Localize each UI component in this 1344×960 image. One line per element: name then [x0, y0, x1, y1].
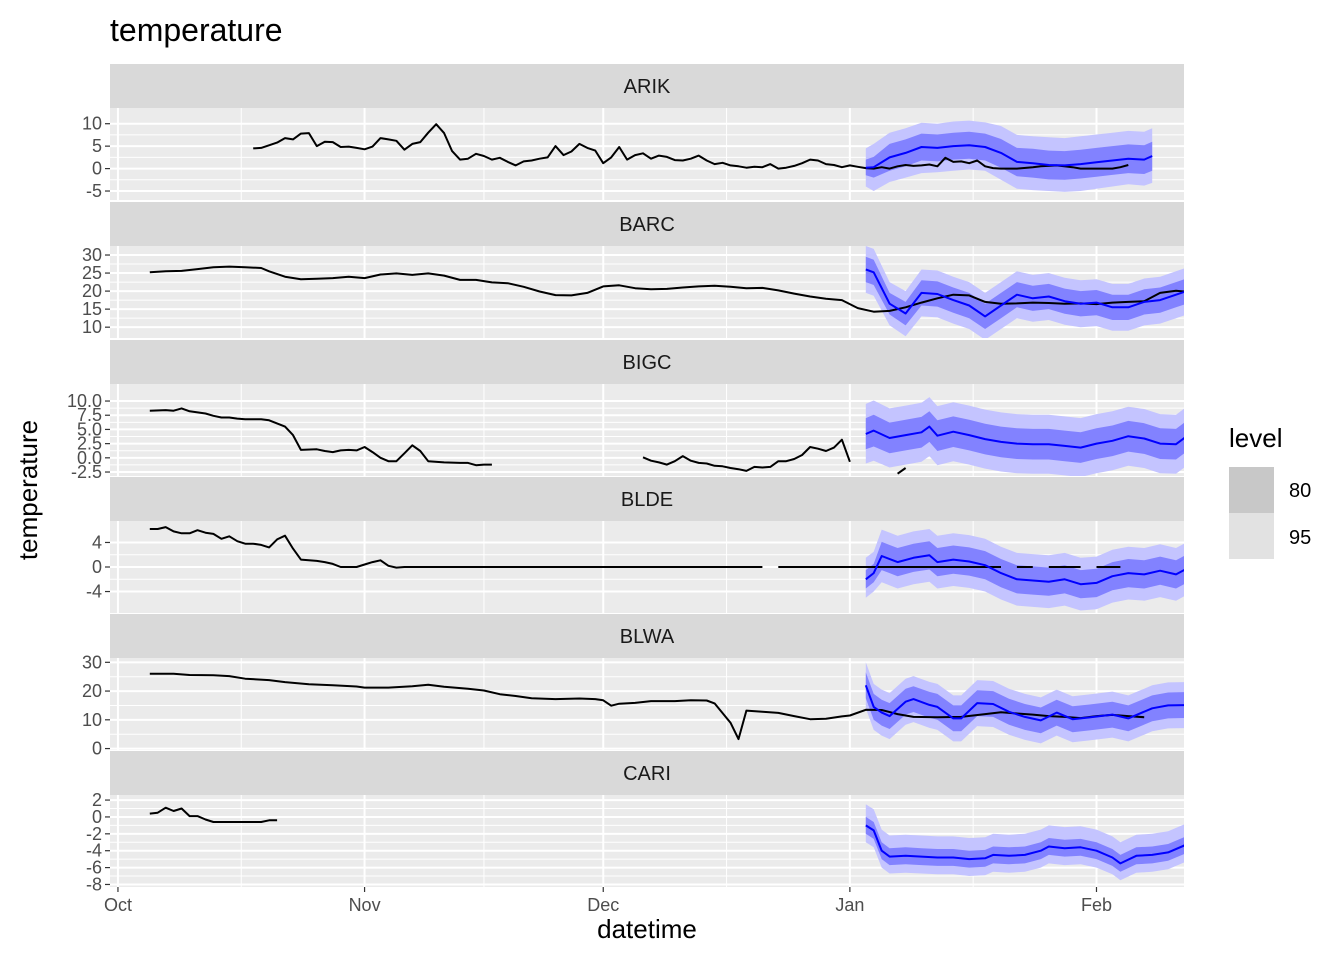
facet-cari: CARI 20-2-4-6-8 — [86, 751, 1184, 894]
y-tick-label: 10 — [82, 710, 102, 730]
y-tick-label: 0 — [92, 739, 102, 759]
y-tick-label: -6 — [86, 858, 102, 878]
x-tick-label: Jan — [835, 895, 864, 915]
legend-label-80: 80 — [1289, 480, 1311, 502]
y-tick-label: 20 — [82, 281, 102, 301]
y-tick-label: 4 — [92, 532, 102, 552]
facet-bigc: BIGC 10.07.55.02.50.0-2.5 — [67, 340, 1184, 482]
forecast-group — [149, 662, 1184, 744]
y-tick-label: 2.5 — [77, 434, 102, 454]
y-axis-title: temperature — [13, 420, 43, 560]
facet-strip-label: BIGC — [623, 352, 672, 374]
forecast-mean-line — [865, 268, 1184, 318]
y-tick-label: 10 — [82, 114, 102, 134]
forecast-band-80 — [865, 411, 1184, 463]
legend-key-95 — [1229, 513, 1274, 559]
forecast-group — [149, 526, 1184, 611]
observed-line — [149, 672, 1145, 741]
y-tick-label: 25 — [82, 263, 102, 283]
legend-label-95: 95 — [1289, 527, 1311, 549]
y-tick-label: 20 — [82, 681, 102, 701]
y-tick-label: 5 — [92, 136, 102, 156]
observed-line — [149, 806, 278, 823]
y-tick-label: -2 — [86, 824, 102, 844]
observed-line — [253, 123, 1129, 170]
y-tick-label: -4 — [86, 841, 102, 861]
facet-blwa: BLWA 30 20 10 0 — [82, 614, 1184, 759]
forecast-mean-line — [865, 824, 1184, 865]
forecast-mean-line — [864, 684, 1184, 722]
facet-strip-label: CARI — [623, 763, 671, 785]
facet-strip — [110, 477, 1184, 521]
y-tick-label: 30 — [82, 245, 102, 265]
legend-title: level — [1229, 423, 1282, 453]
observed-line — [897, 467, 907, 475]
x-axis-title: datetime — [597, 914, 697, 944]
x-axis: Oct Nov Dec Jan Feb — [104, 887, 1112, 915]
y-tick-label: 10 — [82, 317, 102, 337]
y-tick-label: 0 — [92, 807, 102, 827]
y-tick-label: 10.0 — [67, 391, 102, 411]
forecast-mean-line — [865, 554, 1184, 586]
y-tick-label: 0.0 — [77, 448, 102, 468]
legend: level 80 95 — [1229, 423, 1311, 559]
observed-line — [149, 526, 763, 569]
observed-line — [642, 438, 851, 472]
forecast-band-80 — [865, 256, 1184, 329]
facet-strip-label: BARC — [619, 214, 675, 236]
facet-strip-label: ARIK — [624, 76, 671, 98]
x-tick-label: Dec — [587, 895, 619, 915]
y-tick-label: 30 — [82, 652, 102, 672]
facet-strip — [110, 64, 1184, 108]
forecast-group — [149, 397, 1184, 476]
observed-line — [149, 265, 1184, 313]
x-tick-label: Nov — [349, 895, 381, 915]
facet-strip — [110, 202, 1184, 246]
y-tick-label: 15 — [82, 299, 102, 319]
facet-strip-label: BLWA — [620, 626, 675, 648]
forecast-mean-line — [865, 144, 1153, 169]
forecast-band-80 — [865, 541, 1184, 599]
y-tick-label: -5 — [86, 181, 102, 201]
forecast-mean-line — [865, 425, 1184, 449]
y-tick-label: 2 — [92, 790, 102, 810]
y-tick-label: 0 — [92, 557, 102, 577]
x-tick-label: Feb — [1081, 895, 1112, 915]
chart-title: temperature — [110, 12, 283, 48]
facet-blde: BLDE 4 0 -4 — [86, 477, 1184, 613]
y-tick-label: 0 — [92, 159, 102, 179]
facet-strip — [110, 751, 1184, 795]
facet-strip — [110, 614, 1184, 658]
y-tick-label: -8 — [86, 874, 102, 894]
forecast-group — [149, 804, 1184, 881]
y-tick-label: -2.5 — [71, 462, 102, 482]
facet-arik: ARIK 105 0-5 — [82, 64, 1184, 201]
y-tick-label: -4 — [86, 582, 102, 602]
x-tick-label: Oct — [104, 895, 132, 915]
facet-panels: ARIK1050-5BARC3025201510BIGC10.07.55.02.… — [67, 64, 1184, 894]
observed-line — [149, 407, 492, 467]
forecast-group — [253, 120, 1153, 192]
y-tick-label: 7.5 — [77, 405, 102, 425]
facet-strip — [110, 340, 1184, 384]
forecast-group — [149, 246, 1184, 338]
legend-key-80 — [1229, 467, 1274, 513]
y-tick-label: 5.0 — [77, 419, 102, 439]
facet-strip-label: BLDE — [621, 489, 673, 511]
